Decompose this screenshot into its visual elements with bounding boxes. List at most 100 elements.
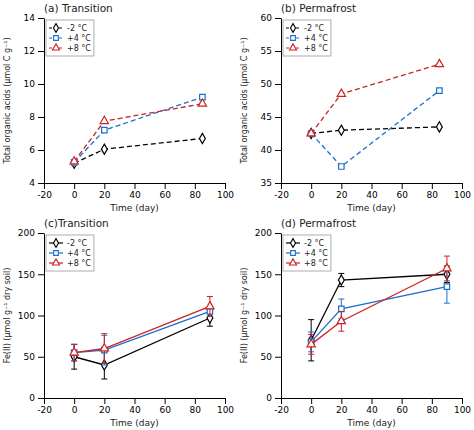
x-tick-mark bbox=[74, 398, 75, 404]
legend-marker bbox=[289, 259, 296, 265]
y-tick: 100 bbox=[18, 311, 44, 321]
y-tick-label: 150 bbox=[18, 270, 35, 280]
x-tick-mark bbox=[462, 398, 463, 404]
x-tick-label: 20 bbox=[99, 190, 111, 200]
x-tick-mark bbox=[44, 183, 45, 189]
series-line bbox=[311, 287, 447, 342]
legend-item: +4 °C bbox=[286, 249, 328, 258]
series-line bbox=[74, 306, 210, 352]
legend-label: +4 °C bbox=[67, 34, 91, 43]
y-tick: 100 bbox=[255, 311, 281, 321]
y-tick-mark bbox=[275, 150, 281, 151]
marker bbox=[101, 144, 107, 154]
y-tick-mark bbox=[38, 51, 44, 52]
legend-label: -2 °C bbox=[304, 239, 325, 248]
legend-frame bbox=[46, 235, 94, 271]
y-tick: 40 bbox=[261, 145, 281, 155]
x-tick: -20 bbox=[37, 398, 52, 415]
x-tick-mark bbox=[165, 183, 166, 189]
series-line bbox=[311, 268, 447, 344]
legend-marker bbox=[52, 44, 59, 50]
y-tick: 8 bbox=[29, 112, 44, 122]
legend-marker bbox=[291, 251, 296, 256]
x-tick-mark bbox=[104, 398, 105, 404]
series bbox=[71, 306, 213, 365]
panel: -20020406080100050100150200(c)Transition… bbox=[3, 217, 234, 428]
y-tick-mark bbox=[275, 51, 281, 52]
legend-label: +4 °C bbox=[304, 34, 328, 43]
legend-marker bbox=[289, 44, 296, 50]
legend-label: -2 °C bbox=[67, 24, 88, 33]
x-tick: 0 bbox=[72, 398, 78, 415]
legend-item: -2 °C bbox=[286, 239, 325, 248]
x-tick-mark bbox=[195, 398, 196, 404]
legend-item: +8 °C bbox=[49, 259, 91, 268]
x-tick-label: 0 bbox=[309, 190, 315, 200]
marker bbox=[444, 284, 449, 289]
x-tick: 80 bbox=[190, 398, 202, 415]
x-tick: 40 bbox=[366, 183, 378, 200]
legend-marker bbox=[290, 24, 295, 33]
x-tick-label: 0 bbox=[309, 405, 315, 415]
x-axis: -20020406080100 bbox=[274, 183, 471, 200]
legend-item: -2 °C bbox=[286, 24, 325, 33]
x-tick-label: -20 bbox=[37, 190, 52, 200]
y-tick-mark bbox=[38, 357, 44, 358]
legend-marker bbox=[53, 24, 58, 33]
y-tick-label: 50 bbox=[24, 352, 36, 362]
legend-label: +8 °C bbox=[67, 259, 91, 268]
x-tick: 0 bbox=[309, 183, 315, 200]
x-tick: 20 bbox=[99, 398, 111, 415]
x-tick-label: 100 bbox=[454, 190, 471, 200]
y-tick-mark bbox=[38, 233, 44, 234]
x-axis: -20020406080100 bbox=[37, 183, 234, 200]
y-axis-title: Fe(II) (μmol g⁻¹ dry soil) bbox=[240, 268, 249, 364]
marker bbox=[307, 129, 315, 136]
chart-title: (a) Transition bbox=[44, 2, 113, 14]
y-tick-mark bbox=[275, 316, 281, 317]
y-tick-label: 100 bbox=[255, 311, 272, 321]
y-axis-title: Total organic acids (μmol C g⁻¹) bbox=[240, 37, 249, 164]
x-tick-mark bbox=[195, 183, 196, 189]
x-axis-title: Time (day) bbox=[109, 418, 158, 428]
legend-label: -2 °C bbox=[304, 24, 325, 33]
x-axis: -20020406080100 bbox=[37, 398, 234, 415]
y-axis-title: Fe(II) (μmol g⁻¹ dry soil) bbox=[3, 268, 12, 364]
y-tick-label: 10 bbox=[24, 79, 36, 89]
x-tick-label: 100 bbox=[217, 190, 234, 200]
y-tick-mark bbox=[38, 117, 44, 118]
x-tick-mark bbox=[432, 183, 433, 189]
x-tick-mark bbox=[165, 398, 166, 404]
x-tick: 60 bbox=[159, 183, 171, 200]
x-tick-label: 20 bbox=[99, 405, 111, 415]
x-tick: 40 bbox=[129, 183, 141, 200]
series bbox=[308, 266, 450, 361]
x-tick: -20 bbox=[274, 183, 289, 200]
y-tick: 55 bbox=[261, 46, 281, 56]
x-tick-label: -20 bbox=[274, 190, 289, 200]
legend: -2 °C+4 °C+8 °C bbox=[283, 20, 331, 56]
legend-label: +4 °C bbox=[304, 249, 328, 258]
y-tick: 0 bbox=[29, 393, 44, 403]
x-tick-label: 60 bbox=[159, 405, 171, 415]
x-tick-mark bbox=[341, 183, 342, 189]
x-tick-label: 80 bbox=[427, 405, 439, 415]
marker bbox=[435, 59, 443, 66]
legend: -2 °C+4 °C+8 °C bbox=[46, 20, 94, 56]
y-tick-label: 0 bbox=[29, 393, 35, 403]
series-line bbox=[311, 274, 447, 340]
x-tick: 100 bbox=[454, 398, 471, 415]
y-axis-line bbox=[281, 234, 282, 399]
series-line bbox=[311, 127, 439, 134]
legend-frame bbox=[283, 20, 331, 56]
y-tick-mark bbox=[38, 398, 44, 399]
marker bbox=[337, 316, 345, 323]
x-tick-mark bbox=[372, 183, 373, 189]
chart-title: (c)Transition bbox=[44, 217, 109, 229]
x-tick-mark bbox=[225, 398, 226, 404]
x-tick-mark bbox=[104, 183, 105, 189]
marker bbox=[102, 127, 107, 132]
x-tick-label: 100 bbox=[217, 405, 234, 415]
y-tick-mark bbox=[275, 398, 281, 399]
y-tick-mark bbox=[275, 233, 281, 234]
